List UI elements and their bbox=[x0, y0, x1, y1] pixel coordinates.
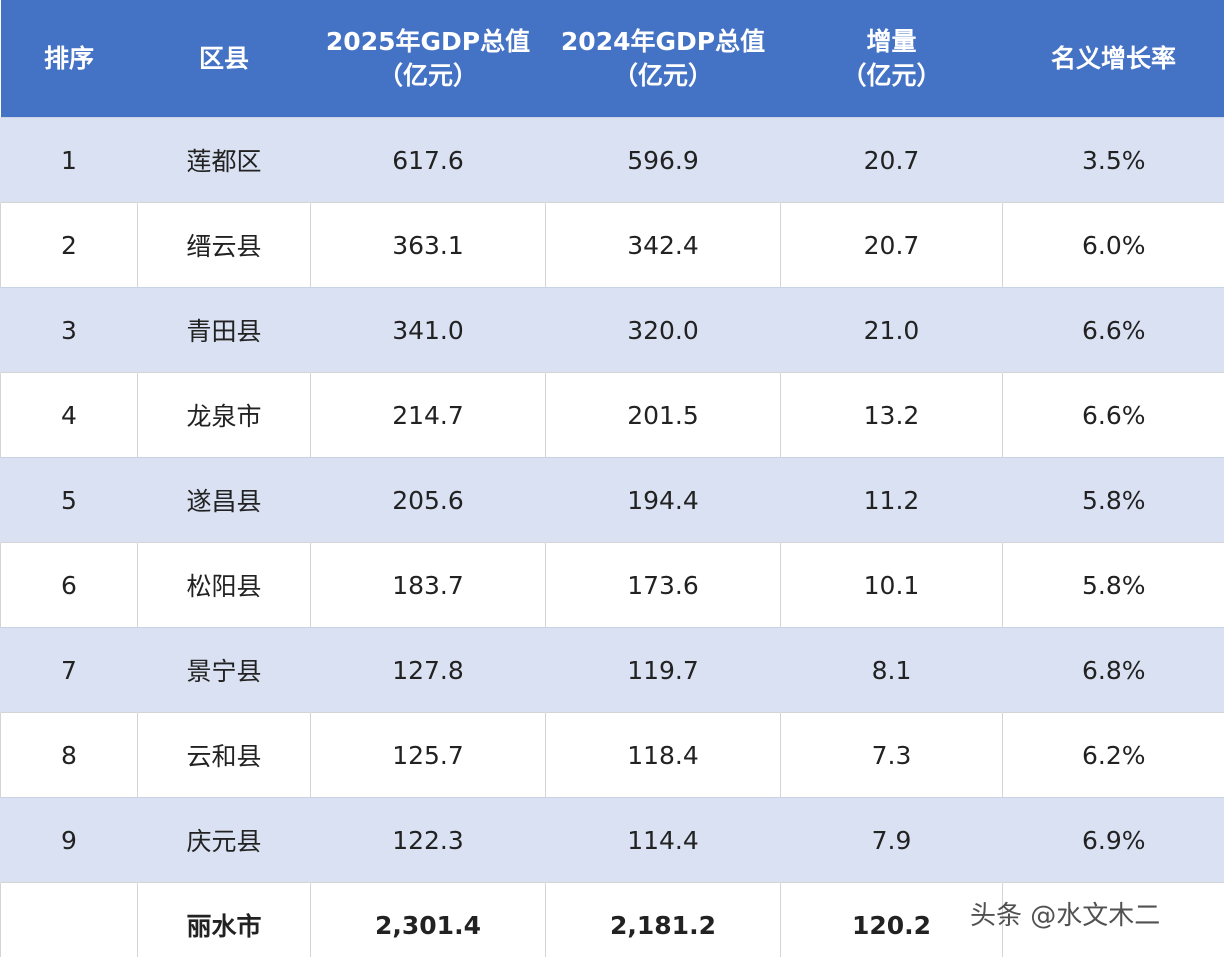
table-cell: 5 bbox=[0, 457, 138, 543]
table-cell: 363.1 bbox=[310, 202, 546, 288]
table-cell: 341.0 bbox=[310, 287, 546, 373]
total-cell bbox=[1002, 882, 1224, 957]
table-cell: 6.2% bbox=[1002, 712, 1224, 798]
table-row: 3 青田县 341.0 320.0 21.0 6.6% bbox=[0, 287, 1224, 373]
table-cell: 127.8 bbox=[310, 627, 546, 713]
table-cell: 214.7 bbox=[310, 372, 546, 458]
table-cell: 194.4 bbox=[545, 457, 781, 543]
table-cell: 云和县 bbox=[137, 712, 311, 798]
watermark: 头条 @水文木二 bbox=[970, 901, 1161, 931]
table-cell: 景宁县 bbox=[137, 627, 311, 713]
table-cell: 5.8% bbox=[1002, 542, 1224, 628]
table-cell: 20.7 bbox=[780, 202, 1003, 288]
table-cell: 缙云县 bbox=[137, 202, 311, 288]
table-cell: 4 bbox=[0, 372, 138, 458]
total-cell: 2,181.2 bbox=[545, 882, 781, 957]
table-cell: 596.9 bbox=[545, 117, 781, 203]
table-cell: 125.7 bbox=[310, 712, 546, 798]
table-cell: 7.3 bbox=[780, 712, 1003, 798]
table-cell: 7.9 bbox=[780, 797, 1003, 883]
table-cell: 119.7 bbox=[545, 627, 781, 713]
table-cell: 1 bbox=[0, 117, 138, 203]
table-cell: 青田县 bbox=[137, 287, 311, 373]
table-cell: 6.8% bbox=[1002, 627, 1224, 713]
table-row: 5 遂昌县 205.6 194.4 11.2 5.8% bbox=[0, 457, 1224, 543]
table-cell: 2 bbox=[0, 202, 138, 288]
header-cell: 名义增长率 bbox=[1002, 0, 1224, 118]
table-cell: 342.4 bbox=[545, 202, 781, 288]
table-cell: 11.2 bbox=[780, 457, 1003, 543]
table-cell: 10.1 bbox=[780, 542, 1003, 628]
table-cell: 320.0 bbox=[545, 287, 781, 373]
total-cell: 丽水市 bbox=[137, 882, 311, 957]
table-cell: 6.6% bbox=[1002, 287, 1224, 373]
header-cell: 2025年GDP总值 （亿元） bbox=[310, 0, 546, 118]
total-cell bbox=[0, 882, 138, 957]
table-cell: 183.7 bbox=[310, 542, 546, 628]
table-row: 9 庆元县 122.3 114.4 7.9 6.9% bbox=[0, 797, 1224, 883]
table-cell: 6 bbox=[0, 542, 138, 628]
table-cell: 8 bbox=[0, 712, 138, 798]
total-cell: 120.2 bbox=[780, 882, 1003, 957]
table-row: 2 缙云县 363.1 342.4 20.7 6.0% bbox=[0, 202, 1224, 288]
table-cell: 6.0% bbox=[1002, 202, 1224, 288]
table-cell: 3.5% bbox=[1002, 117, 1224, 203]
table-cell: 114.4 bbox=[545, 797, 781, 883]
table-cell: 8.1 bbox=[780, 627, 1003, 713]
table-row: 6 松阳县 183.7 173.6 10.1 5.8% bbox=[0, 542, 1224, 628]
header-cell: 区县 bbox=[137, 0, 311, 118]
table-cell: 6.6% bbox=[1002, 372, 1224, 458]
header-cell: 增量 （亿元） bbox=[780, 0, 1003, 118]
header-row: 排序 区县 2025年GDP总值 （亿元） 2024年GDP总值 （亿元） 增量 （亿元… bbox=[0, 0, 1224, 118]
table-cell: 118.4 bbox=[545, 712, 781, 798]
table-cell: 21.0 bbox=[780, 287, 1003, 373]
header-cell: 2024年GDP总值 （亿元） bbox=[545, 0, 781, 118]
table-cell: 龙泉市 bbox=[137, 372, 311, 458]
table-cell: 201.5 bbox=[545, 372, 781, 458]
table-row: 7 景宁县 127.8 119.7 8.1 6.8% bbox=[0, 627, 1224, 713]
table-cell: 7 bbox=[0, 627, 138, 713]
table-cell: 庆元县 bbox=[137, 797, 311, 883]
table-cell: 5.8% bbox=[1002, 457, 1224, 543]
table-cell: 遂昌县 bbox=[137, 457, 311, 543]
table-cell: 9 bbox=[0, 797, 138, 883]
table-cell: 205.6 bbox=[310, 457, 546, 543]
total-cell: 2,301.4 bbox=[310, 882, 546, 957]
table-row: 4 龙泉市 214.7 201.5 13.2 6.6% bbox=[0, 372, 1224, 458]
table-cell: 6.9% bbox=[1002, 797, 1224, 883]
table-cell: 122.3 bbox=[310, 797, 546, 883]
table-cell: 莲都区 bbox=[137, 117, 311, 203]
table-cell: 3 bbox=[0, 287, 138, 373]
table-row: 1 莲都区 617.6 596.9 20.7 3.5% bbox=[0, 117, 1224, 203]
table-cell: 13.2 bbox=[780, 372, 1003, 458]
table-cell: 20.7 bbox=[780, 117, 1003, 203]
table-cell: 617.6 bbox=[310, 117, 546, 203]
table-row: 8 云和县 125.7 118.4 7.3 6.2% bbox=[0, 712, 1224, 798]
total-row: 丽水市 2,301.4 2,181.2 120.2 bbox=[0, 882, 1224, 957]
table-cell: 173.6 bbox=[545, 542, 781, 628]
table-cell: 松阳县 bbox=[137, 542, 311, 628]
header-cell: 排序 bbox=[0, 0, 138, 118]
